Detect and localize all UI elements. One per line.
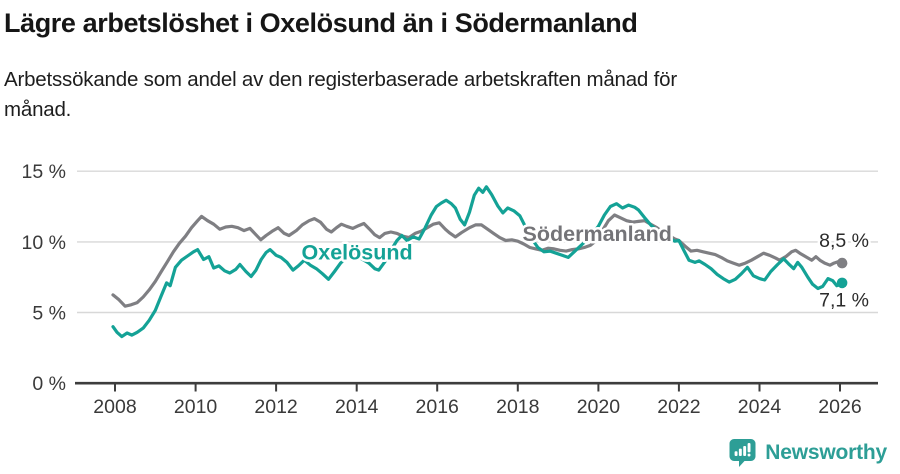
series-line-oxelosund — [111, 185, 844, 339]
page-title: Lägre arbetslöshet i Oxelösund än i Söde… — [4, 8, 638, 38]
x-axis-label: 2026 — [818, 396, 861, 418]
x-axis-label: 2012 — [254, 396, 297, 418]
end-value-label-oxelosund: 7,1 % — [819, 290, 869, 312]
logo-bar-small — [734, 451, 738, 456]
brand-name: Newsworthy — [765, 441, 887, 464]
x-axis-label: 2020 — [577, 396, 621, 418]
logo-bar-medium — [739, 448, 743, 456]
x-axis-label: 2014 — [335, 396, 379, 418]
y-axis-label: 15 % — [22, 161, 66, 183]
series-label-sodermanland: Södermanland — [523, 222, 672, 246]
series-end-dot-oxelosund — [836, 277, 848, 289]
chart-subtitle: Arbetssökande som andel av den registerb… — [4, 68, 677, 121]
speech-bubble-shape — [729, 439, 756, 467]
x-axis-label: 2018 — [496, 396, 539, 418]
brand-footer: Newsworthy — [728, 437, 887, 469]
logo-exclamation-bar — [747, 443, 751, 453]
y-axis-label: 10 % — [22, 232, 66, 254]
x-axis-label: 2010 — [174, 396, 218, 418]
end-value-label-sodermanland: 8,5 % — [819, 230, 869, 252]
x-axis-label: 2022 — [657, 396, 700, 418]
unemployment-line-chart: 0 % 5 % 10 % 15 % 2008 2010 2012 2014 2016 2018 20… — [22, 161, 878, 418]
series-label-oxelosund: Oxelösund — [302, 241, 413, 265]
x-axis-label: 2016 — [416, 396, 459, 418]
newsworthy-logo-icon — [729, 439, 756, 467]
x-axis-label: 2008 — [93, 396, 136, 418]
x-axis-label: 2024 — [738, 396, 782, 418]
logo-exclamation-dot — [747, 453, 751, 457]
y-axis-label: 0 % — [32, 373, 66, 395]
y-axis-label: 5 % — [32, 303, 66, 325]
series-line-sodermanland — [111, 213, 844, 308]
series-end-dot-sodermanland — [836, 257, 848, 269]
logo-bar-large — [743, 446, 747, 456]
